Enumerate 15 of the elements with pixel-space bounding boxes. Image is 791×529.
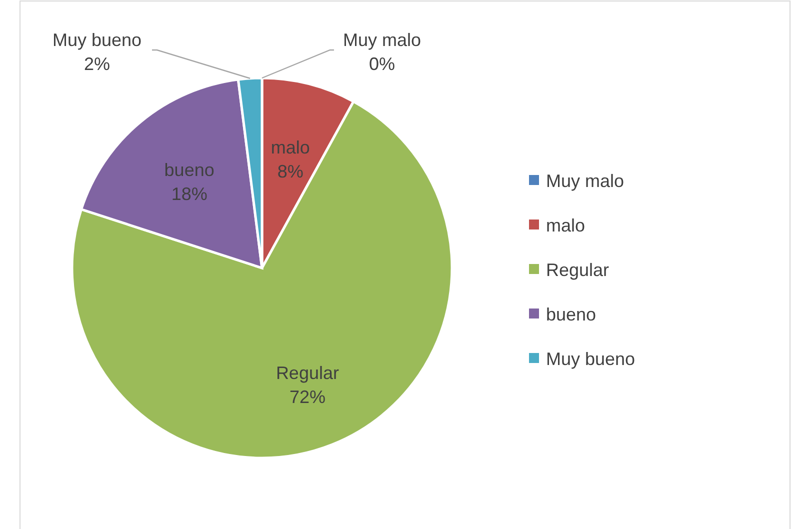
data-label: 18% (171, 184, 208, 204)
slice-label: Regular (276, 362, 339, 383)
legend-label: malo (546, 216, 586, 236)
legend-label: Muy malo (546, 171, 624, 191)
slice-label: bueno (164, 160, 214, 180)
legend-label: Muy bueno (546, 349, 636, 369)
slice-label: Muy bueno (52, 30, 142, 50)
text: 0% (368, 54, 396, 74)
slice-label: malo (270, 138, 310, 158)
legend-label: Regular (546, 260, 610, 280)
data-label: 8% (277, 162, 304, 182)
data-label: 2% (84, 54, 110, 74)
legend-label: bueno (546, 304, 596, 324)
category-label: Muy malo (342, 30, 422, 50)
data-label: 72% (289, 386, 326, 407)
